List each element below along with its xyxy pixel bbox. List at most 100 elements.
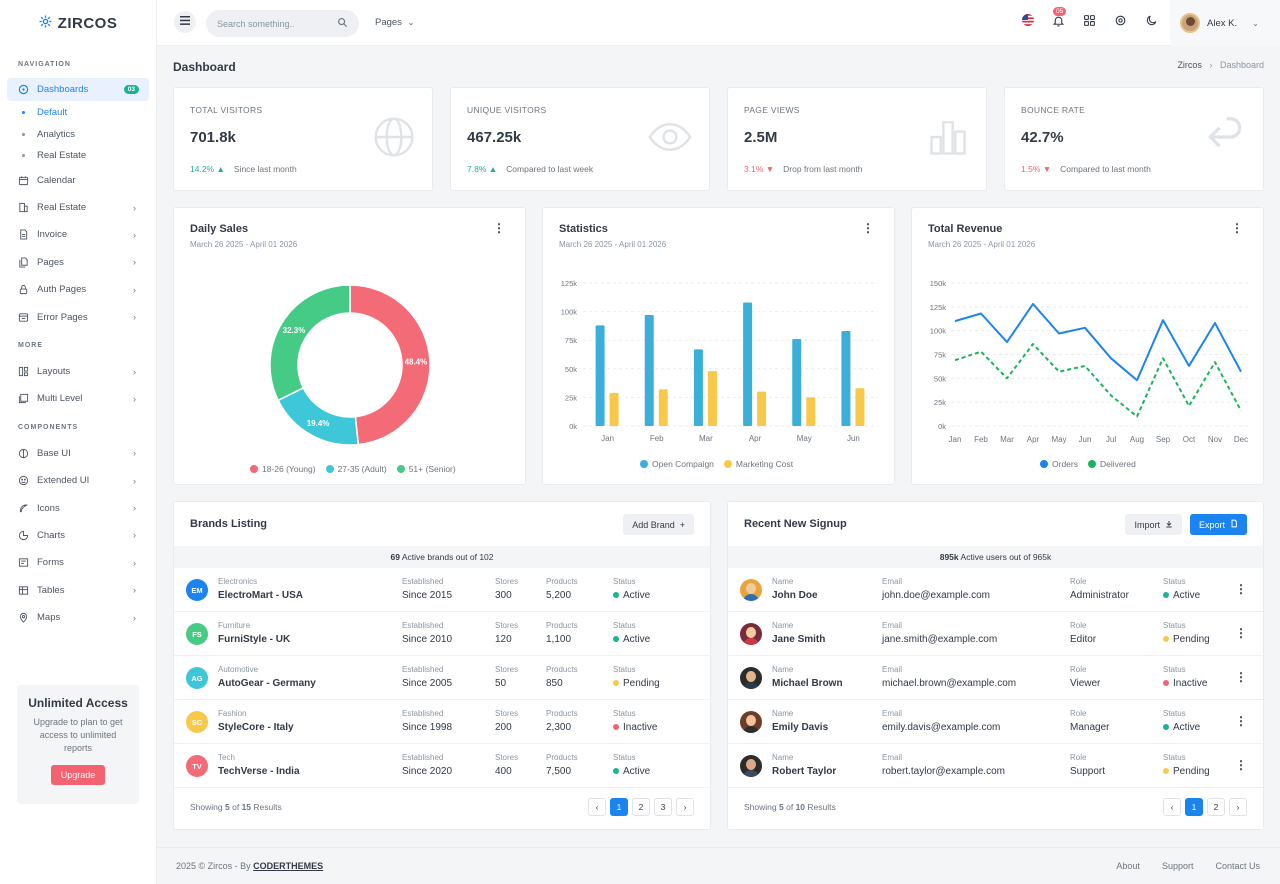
- bar[interactable]: [792, 339, 802, 426]
- legend-item: 27-35 (Adult): [325, 464, 387, 474]
- sidebar-subitem-analytics[interactable]: Analytics: [0, 124, 156, 146]
- breadcrumb-root[interactable]: Zircos: [1177, 60, 1202, 70]
- settings-gear-icon[interactable]: [1114, 14, 1127, 27]
- sidebar-subitem-real-estate[interactable]: Real Estate: [0, 145, 156, 167]
- sidebar-item-charts[interactable]: Charts ›: [0, 522, 156, 549]
- page-button[interactable]: 1: [610, 798, 628, 816]
- donut-slice[interactable]: [269, 284, 351, 402]
- map-pin-icon: [18, 612, 29, 623]
- bar[interactable]: [806, 397, 816, 426]
- table-row[interactable]: Name Emily Davis Email emily.davis@example…: [728, 700, 1263, 744]
- export-button[interactable]: Export: [1189, 514, 1247, 535]
- sidebar-item-calendar[interactable]: Calendar: [0, 167, 156, 194]
- brand-logo[interactable]: ZIRCOS: [0, 0, 156, 46]
- x-tick-label: Aug: [1130, 435, 1144, 444]
- search-input[interactable]: Search something..: [206, 10, 359, 37]
- sidebar-item-auth-pages[interactable]: Auth Pages ›: [0, 276, 156, 303]
- user-menu[interactable]: Alex K. ⌄: [1170, 0, 1280, 46]
- page-button[interactable]: 2: [632, 798, 650, 816]
- sidebar-item-tables[interactable]: Tables ›: [0, 577, 156, 604]
- sidebar-item-forms[interactable]: Forms ›: [0, 549, 156, 576]
- series-line[interactable]: [954, 343, 1242, 418]
- donut-slice[interactable]: [349, 284, 431, 446]
- established-cell: Established Since 2020: [402, 753, 453, 777]
- sidebar-item-real-estate[interactable]: Real Estate ›: [0, 194, 156, 221]
- sidebar-item-error-pages[interactable]: Error Pages ›: [0, 303, 156, 330]
- apps-grid-icon[interactable]: [1083, 14, 1096, 27]
- menu-toggle-button[interactable]: [174, 11, 196, 33]
- bar[interactable]: [841, 331, 851, 426]
- bar[interactable]: [743, 302, 753, 426]
- import-button[interactable]: Import: [1125, 514, 1182, 535]
- sidebar-item-dashboards[interactable]: Dashboards 03: [7, 78, 149, 101]
- bar[interactable]: [658, 389, 668, 426]
- name-cell: Name Robert Taylor: [772, 753, 837, 777]
- dark-mode-moon-icon[interactable]: [1145, 14, 1158, 27]
- notifications-bell-icon[interactable]: [1052, 14, 1065, 28]
- y-tick-label: 75k: [565, 336, 577, 345]
- pagination: ‹ 1 2 3 ›: [588, 798, 694, 816]
- more-vertical-icon[interactable]: ⋮: [1235, 626, 1247, 640]
- chevron-right-icon: ›: [133, 612, 136, 623]
- stat-change-value: 3.1% ▼: [744, 164, 775, 174]
- forms-icon: [18, 557, 29, 568]
- sidebar-item-pages[interactable]: Pages ›: [0, 249, 156, 276]
- footer-link-contact[interactable]: Contact Us: [1215, 861, 1260, 871]
- sidebar-item-layouts[interactable]: Layouts ›: [0, 358, 156, 385]
- stat-value: 701.8k: [190, 129, 236, 146]
- bar[interactable]: [707, 371, 717, 426]
- bar[interactable]: [693, 349, 703, 426]
- bar[interactable]: [609, 392, 619, 426]
- add-brand-button[interactable]: Add Brand +: [623, 514, 694, 535]
- more-vertical-icon[interactable]: ⋮: [1235, 582, 1247, 596]
- page-button[interactable]: 1: [1185, 798, 1203, 816]
- bar[interactable]: [595, 325, 605, 426]
- donut-slice[interactable]: [277, 386, 360, 446]
- more-vertical-icon[interactable]: ⋮: [1235, 714, 1247, 728]
- sidebar-item-maps[interactable]: Maps ›: [0, 604, 156, 631]
- dashboards-count-badge: 03: [123, 85, 139, 94]
- next-page-button[interactable]: ›: [1229, 798, 1247, 816]
- x-tick-label: Jan: [949, 435, 962, 444]
- table-row[interactable]: Name Michael Brown Email michael.brown@exa…: [728, 656, 1263, 700]
- upgrade-button[interactable]: Upgrade: [50, 765, 106, 785]
- footer-link-support[interactable]: Support: [1161, 861, 1194, 871]
- page-button[interactable]: 3: [654, 798, 672, 816]
- table-row[interactable]: TV Tech TechVerse - India Established Sinc…: [174, 744, 710, 788]
- sidebar-item-base-ui[interactable]: Base UI ›: [0, 440, 156, 467]
- table-row[interactable]: FS Furniture FurniStyle - UK Established S…: [174, 612, 710, 656]
- table-row[interactable]: SC Fashion StyleCore - Italy Established S…: [174, 700, 710, 744]
- table-row[interactable]: Name Jane Smith Email jane.smith@example.c…: [728, 612, 1263, 656]
- y-tick-label: 100k: [930, 327, 947, 336]
- language-flag-icon[interactable]: [1022, 14, 1034, 26]
- card-date-range: March 26 2025 - April 01 2026: [559, 240, 667, 249]
- established-cell: Established Since 2015: [402, 577, 453, 601]
- footer-link-about[interactable]: About: [1116, 861, 1140, 871]
- sidebar-item-label: Pages: [37, 256, 64, 268]
- pages-dropdown[interactable]: Pages ⌄: [375, 17, 414, 28]
- signups-summary: 895k Active users out of 965k: [728, 546, 1263, 568]
- company-link[interactable]: CODERTHEMES: [253, 861, 324, 871]
- table-row[interactable]: Name Robert Taylor Email robert.taylor@exa…: [728, 744, 1263, 788]
- signups-pagination-footer: Showing 5 of 10 Results ‹ 1 2 ›: [744, 797, 1247, 817]
- search-icon: [337, 17, 348, 30]
- table-row[interactable]: AG Automotive AutoGear - Germany Establis…: [174, 656, 710, 700]
- more-vertical-icon[interactable]: ⋮: [1235, 758, 1247, 772]
- sidebar-subitem-default[interactable]: Default: [0, 102, 156, 124]
- series-line[interactable]: [954, 302, 1242, 382]
- prev-page-button[interactable]: ‹: [588, 798, 606, 816]
- table-row[interactable]: Name John Doe Email john.doe@example.com R…: [728, 568, 1263, 612]
- chevron-right-icon: ›: [133, 257, 136, 268]
- sidebar-item-extended-ui[interactable]: Extended UI ›: [0, 467, 156, 494]
- bar[interactable]: [757, 391, 767, 426]
- sidebar-item-multi-level[interactable]: Multi Level ›: [0, 385, 156, 412]
- sidebar-item-icons[interactable]: Icons ›: [0, 494, 156, 521]
- bar[interactable]: [644, 315, 654, 426]
- more-vertical-icon[interactable]: ⋮: [1235, 670, 1247, 684]
- prev-page-button[interactable]: ‹: [1163, 798, 1181, 816]
- bar[interactable]: [855, 388, 865, 426]
- next-page-button[interactable]: ›: [676, 798, 694, 816]
- page-button[interactable]: 2: [1207, 798, 1225, 816]
- table-row[interactable]: EM Electronics ElectroMart - USA Establis…: [174, 568, 710, 612]
- sidebar-item-invoice[interactable]: Invoice ›: [0, 221, 156, 248]
